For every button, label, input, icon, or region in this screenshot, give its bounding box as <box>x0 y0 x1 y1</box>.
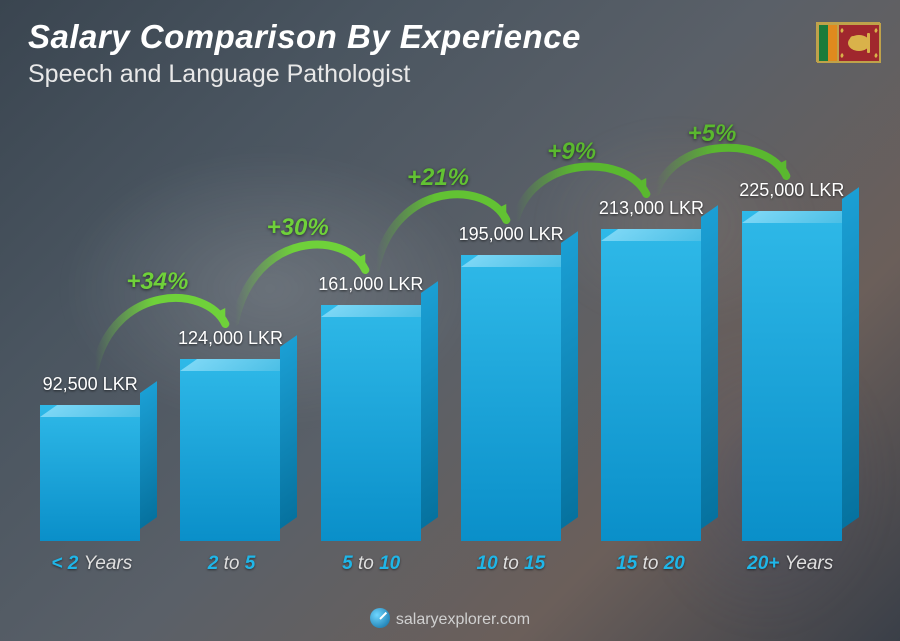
sri-lanka-flag-icon <box>816 22 880 62</box>
page-subtitle: Speech and Language Pathologist <box>28 60 810 89</box>
x-category: 5 to 10 <box>301 545 441 583</box>
bar-value-label: 213,000 LKR <box>599 198 704 219</box>
logo-icon <box>370 608 390 628</box>
increment-label: +9% <box>547 138 596 166</box>
increment-label: +30% <box>267 214 329 242</box>
bar-value-label: 92,500 LKR <box>43 374 138 395</box>
bar <box>742 211 842 541</box>
x-category: 20+ Years <box>720 545 860 583</box>
bar-value-label: 161,000 LKR <box>318 274 423 295</box>
bar-slot: 124,000 LKR <box>162 110 298 541</box>
footer-text: salaryexplorer.com <box>396 611 530 628</box>
increment-label: +21% <box>407 164 469 192</box>
bar-value-label: 124,000 LKR <box>178 328 283 349</box>
header: Salary Comparison By Experience Speech a… <box>28 18 810 89</box>
page-title: Salary Comparison By Experience <box>28 18 810 56</box>
footer: salaryexplorer.com <box>0 608 900 629</box>
increment-label: +34% <box>126 268 188 296</box>
x-category: < 2 Years <box>22 545 162 583</box>
bar-slot: 225,000 LKR <box>724 110 860 541</box>
x-category: 15 to 20 <box>581 545 721 583</box>
bar-slot: 213,000 LKR <box>583 110 719 541</box>
increment-label: +5% <box>688 120 737 148</box>
x-axis: < 2 Years2 to 55 to 1010 to 1515 to 2020… <box>22 545 860 583</box>
bar-value-label: 195,000 LKR <box>459 224 564 245</box>
bar <box>180 359 280 541</box>
x-category: 10 to 15 <box>441 545 581 583</box>
x-category: 2 to 5 <box>162 545 302 583</box>
bar <box>461 255 561 541</box>
bar <box>601 229 701 541</box>
bar <box>40 405 140 541</box>
chart-area: 92,500 LKR 124,000 LKR 161,000 LKR 195,000 … <box>22 110 860 583</box>
infographic-canvas: Salary Comparison By Experience Speech a… <box>0 0 900 641</box>
bar <box>321 305 421 541</box>
bar-slot: 92,500 LKR <box>22 110 158 541</box>
bar-value-label: 225,000 LKR <box>739 180 844 201</box>
